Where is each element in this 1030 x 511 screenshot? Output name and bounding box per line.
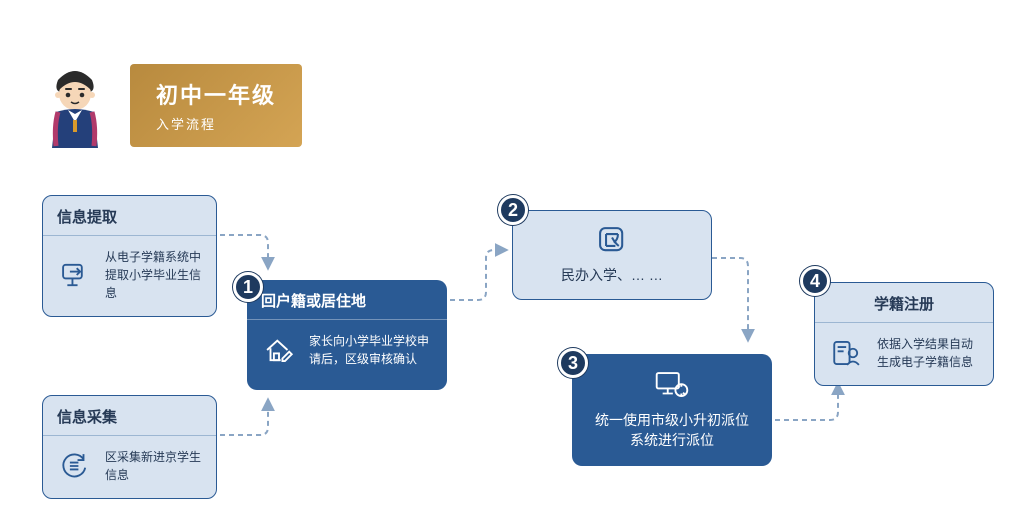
node-title: 信息采集 [43,396,216,436]
step-number-4: 4 [800,266,830,296]
node-step-2: 民办入学、… … [512,210,712,300]
step-number-1: 1 [233,272,263,302]
node-info-collect: 信息采集 区采集新进京学生信息 [42,395,217,499]
node-label: 民办入学、… … [531,265,693,285]
node-step-3: 统一使用市级小升初派位系统进行派位 [572,354,772,466]
node-label: 统一使用市级小升初派位系统进行派位 [590,410,754,450]
node-desc: 依据入学结果自动生成电子学籍信息 [877,335,979,371]
node-step-4: 学籍注册 依据入学结果自动生成电子学籍信息 [814,282,994,386]
node-title: 回户籍或居住地 [247,280,447,320]
refresh-list-icon [57,448,93,484]
node-title: 信息提取 [43,196,216,236]
export-icon [57,257,93,293]
node-desc: 家长向小学毕业学校申请后，区级审核确认 [309,332,433,368]
step-number-3: 3 [558,348,588,378]
id-person-icon [829,335,865,371]
node-desc: 区采集新进京学生信息 [105,448,202,484]
node-step-1: 回户籍或居住地 家长向小学毕业学校申请后，区级审核确认 [247,280,447,390]
node-desc: 从电子学籍系统中提取小学毕业生信息 [105,248,202,302]
house-edit-icon [261,332,297,368]
node-info-extract: 信息提取 从电子学籍系统中提取小学毕业生信息 [42,195,217,317]
min-icon [531,223,693,257]
step-number-2: 2 [498,195,528,225]
screen-cycle-icon [590,368,754,402]
node-title: 学籍注册 [815,283,993,323]
